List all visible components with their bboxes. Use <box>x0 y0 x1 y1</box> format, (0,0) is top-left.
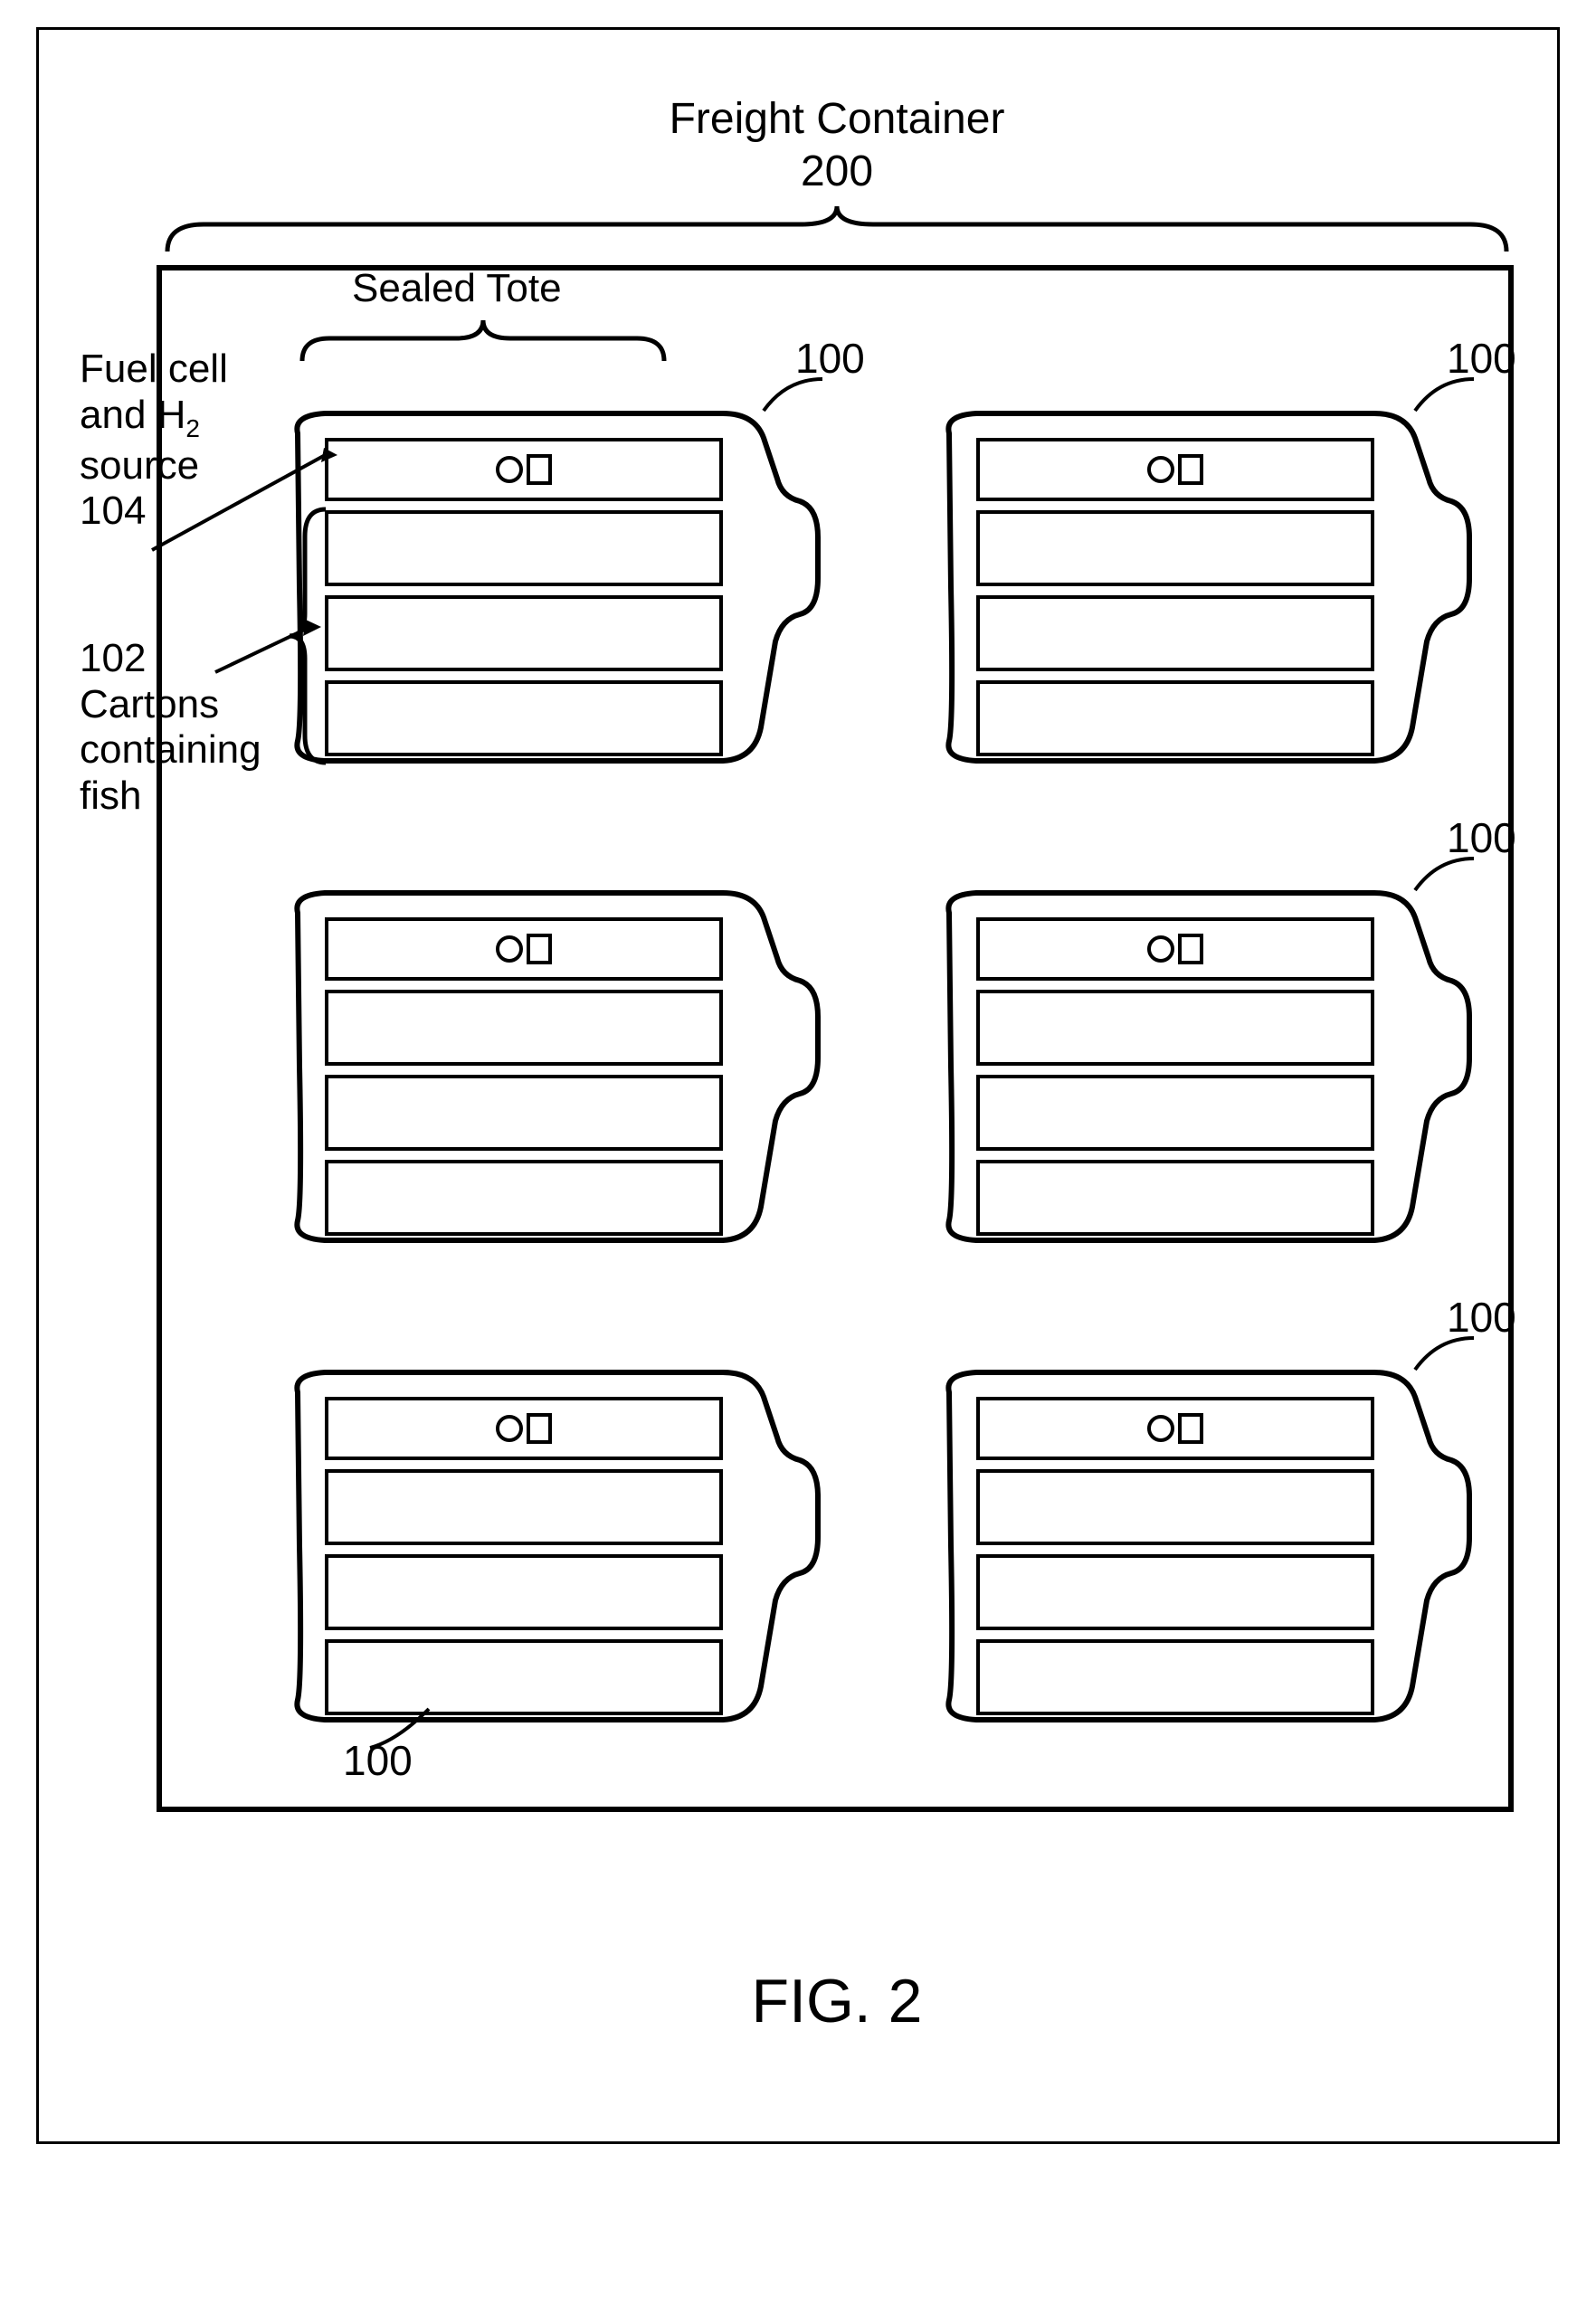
square-icon <box>527 1413 552 1444</box>
carton-stack <box>976 917 1374 1245</box>
title-line1: Freight Container <box>670 93 1005 146</box>
freight-container-box: Sealed Tote <box>157 265 1514 1812</box>
carton-stack <box>325 438 723 765</box>
sealed-tote-label: Sealed Tote <box>352 266 562 312</box>
circle-icon <box>496 456 523 483</box>
fuel-cell-icon <box>1147 1413 1203 1444</box>
sealed-tote <box>252 849 822 1284</box>
carton-stack <box>976 1397 1374 1724</box>
circle-icon <box>1147 935 1174 963</box>
fuel-cell-icon <box>496 934 552 964</box>
title-line2: 200 <box>670 146 1005 198</box>
sealed-tote <box>904 370 1474 804</box>
cartons-l1: Cartons <box>80 682 219 726</box>
carton-stack <box>325 1397 723 1724</box>
fuel-cell-carton <box>325 438 723 501</box>
fuel-cell-icon <box>496 454 552 485</box>
fuel-cell-carton <box>976 438 1374 501</box>
callout-leader <box>1411 854 1483 899</box>
carton <box>976 990 1374 1066</box>
circle-icon <box>496 935 523 963</box>
carton <box>325 990 723 1066</box>
callout-leader <box>366 1704 438 1750</box>
fuel-cell-carton <box>976 1397 1374 1460</box>
carton-stack <box>325 917 723 1245</box>
carton <box>976 510 1374 586</box>
carton <box>976 1554 1374 1630</box>
sealed-tote <box>252 1329 822 1763</box>
callout-leader <box>1411 1333 1483 1379</box>
carton <box>325 680 723 756</box>
square-icon <box>1178 454 1203 485</box>
fc-sub: 2 <box>185 413 200 441</box>
circle-icon <box>1147 456 1174 483</box>
fuel-cell-icon <box>1147 454 1203 485</box>
carton <box>325 1160 723 1236</box>
freight-container-title: Freight Container 200 <box>670 93 1005 197</box>
fuel-cell-icon <box>1147 934 1203 964</box>
circle-icon <box>1147 1415 1174 1442</box>
carton <box>325 1075 723 1151</box>
fuel-cell-icon <box>496 1413 552 1444</box>
diagram-area: Freight Container 200 Sealed Tote <box>111 84 1563 2074</box>
fc-num: 104 <box>80 489 146 533</box>
square-icon <box>1178 1413 1203 1444</box>
fuel-cell-carton <box>325 1397 723 1460</box>
fuel-cell-carton <box>325 917 723 981</box>
carton <box>976 1075 1374 1151</box>
carton <box>976 1160 1374 1236</box>
title-brace <box>158 202 1515 256</box>
square-icon <box>1178 934 1203 964</box>
cartons-l3: fish <box>80 773 141 818</box>
carton <box>325 1554 723 1630</box>
carton <box>976 680 1374 756</box>
figure-label: FIG. 2 <box>752 1966 923 2036</box>
cartons-l2: containing <box>80 727 261 772</box>
page-frame: Freight Container 200 Sealed Tote <box>36 27 1560 2144</box>
callout-leader <box>759 375 831 420</box>
sealed-tote <box>252 370 822 804</box>
sealed-tote <box>904 849 1474 1284</box>
carton <box>325 510 723 586</box>
fc-line2: and H <box>80 393 185 437</box>
callout-leader <box>1411 375 1483 420</box>
carton <box>325 595 723 671</box>
cartons-brace <box>285 505 330 767</box>
carton-stack <box>976 438 1374 765</box>
circle-icon <box>496 1415 523 1442</box>
carton <box>325 1469 723 1545</box>
carton <box>976 595 1374 671</box>
carton <box>976 1639 1374 1715</box>
sealed-tote <box>904 1329 1474 1763</box>
cartons-num: 102 <box>80 636 146 680</box>
fuel-cell-carton <box>976 917 1374 981</box>
fc-line1: Fuel cell <box>80 346 228 391</box>
square-icon <box>527 454 552 485</box>
sealed-tote-brace <box>293 316 673 365</box>
carton <box>976 1469 1374 1545</box>
square-icon <box>527 934 552 964</box>
